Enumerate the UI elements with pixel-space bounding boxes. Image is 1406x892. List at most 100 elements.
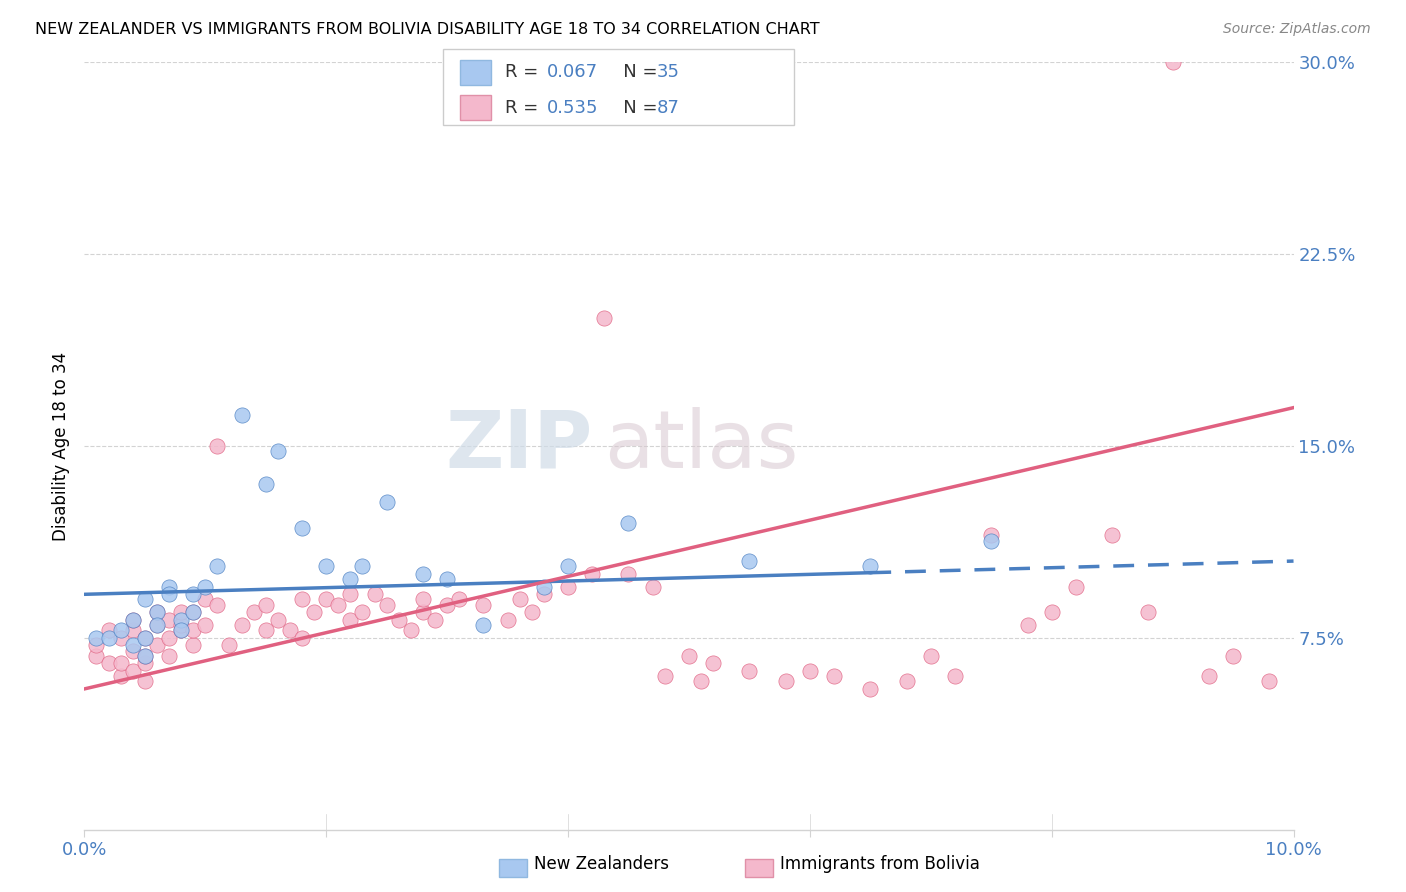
Point <box>617 516 640 530</box>
Point <box>181 587 204 601</box>
Point <box>146 605 169 619</box>
Text: Source: ZipAtlas.com: Source: ZipAtlas.com <box>1223 22 1371 37</box>
Point <box>388 613 411 627</box>
Point <box>363 587 385 601</box>
Point <box>1137 605 1160 619</box>
Point <box>207 598 229 612</box>
Point <box>339 613 361 627</box>
Text: atlas: atlas <box>605 407 799 485</box>
Point <box>980 528 1002 542</box>
Point <box>291 521 314 535</box>
Point <box>1161 55 1184 70</box>
Point <box>533 587 555 601</box>
Point <box>738 554 761 568</box>
Point <box>97 631 120 645</box>
Point <box>267 444 290 458</box>
Text: N =: N = <box>606 99 664 117</box>
Point <box>980 533 1002 548</box>
Point <box>231 409 253 423</box>
Point <box>278 623 301 637</box>
Point <box>146 605 169 619</box>
Point <box>581 566 603 581</box>
Point <box>399 623 422 637</box>
Point <box>121 623 143 637</box>
Point <box>254 477 277 491</box>
Point <box>436 598 458 612</box>
Point <box>315 592 337 607</box>
Point <box>242 605 264 619</box>
Point <box>328 598 350 612</box>
Point <box>86 639 108 653</box>
Point <box>157 648 180 663</box>
Point <box>170 605 193 619</box>
Point <box>110 623 132 637</box>
Point <box>617 566 640 581</box>
Point <box>702 657 724 671</box>
Point <box>302 605 325 619</box>
Point <box>254 623 277 637</box>
Point <box>678 648 700 663</box>
Point <box>641 580 664 594</box>
Point <box>775 674 797 689</box>
Point <box>291 592 314 607</box>
Point <box>86 648 108 663</box>
Point <box>218 639 240 653</box>
Point <box>134 674 156 689</box>
Point <box>181 605 204 619</box>
Point <box>121 613 143 627</box>
Point <box>920 648 942 663</box>
Point <box>496 613 519 627</box>
Point <box>557 559 579 574</box>
Point <box>134 648 156 663</box>
Point <box>412 592 434 607</box>
Text: 0.535: 0.535 <box>547 99 599 117</box>
Point <box>520 605 543 619</box>
Point <box>799 664 821 678</box>
Point <box>170 618 193 632</box>
Point <box>859 681 882 696</box>
Text: ZIP: ZIP <box>444 407 592 485</box>
Point <box>194 580 217 594</box>
Point <box>134 648 156 663</box>
Point <box>207 559 229 574</box>
Point <box>121 643 143 657</box>
Text: Immigrants from Bolivia: Immigrants from Bolivia <box>780 855 980 873</box>
Point <box>194 592 217 607</box>
Point <box>146 618 169 632</box>
Y-axis label: Disability Age 18 to 34: Disability Age 18 to 34 <box>52 351 70 541</box>
Point <box>157 613 180 627</box>
Point <box>121 639 143 653</box>
Point <box>134 631 156 645</box>
Text: 35: 35 <box>657 63 679 81</box>
Point <box>412 605 434 619</box>
Point <box>170 623 193 637</box>
Point <box>1258 674 1281 689</box>
Point <box>181 605 204 619</box>
Point <box>181 639 204 653</box>
Point <box>557 580 579 594</box>
Point <box>339 572 361 586</box>
Point <box>315 559 337 574</box>
Point <box>207 439 229 453</box>
Point <box>339 587 361 601</box>
Point <box>436 572 458 586</box>
Point <box>110 657 132 671</box>
Point <box>472 618 495 632</box>
Point <box>267 613 290 627</box>
Point <box>97 657 120 671</box>
Point <box>412 566 434 581</box>
Point <box>291 631 314 645</box>
Point <box>1064 580 1087 594</box>
Point <box>1040 605 1063 619</box>
Point <box>823 669 845 683</box>
Point <box>375 598 398 612</box>
Point <box>449 592 471 607</box>
Point <box>690 674 713 689</box>
Point <box>352 605 374 619</box>
Point <box>157 587 180 601</box>
Point <box>423 613 446 627</box>
Text: N =: N = <box>606 63 664 81</box>
Point <box>231 618 253 632</box>
Point <box>110 631 132 645</box>
Point <box>134 631 156 645</box>
